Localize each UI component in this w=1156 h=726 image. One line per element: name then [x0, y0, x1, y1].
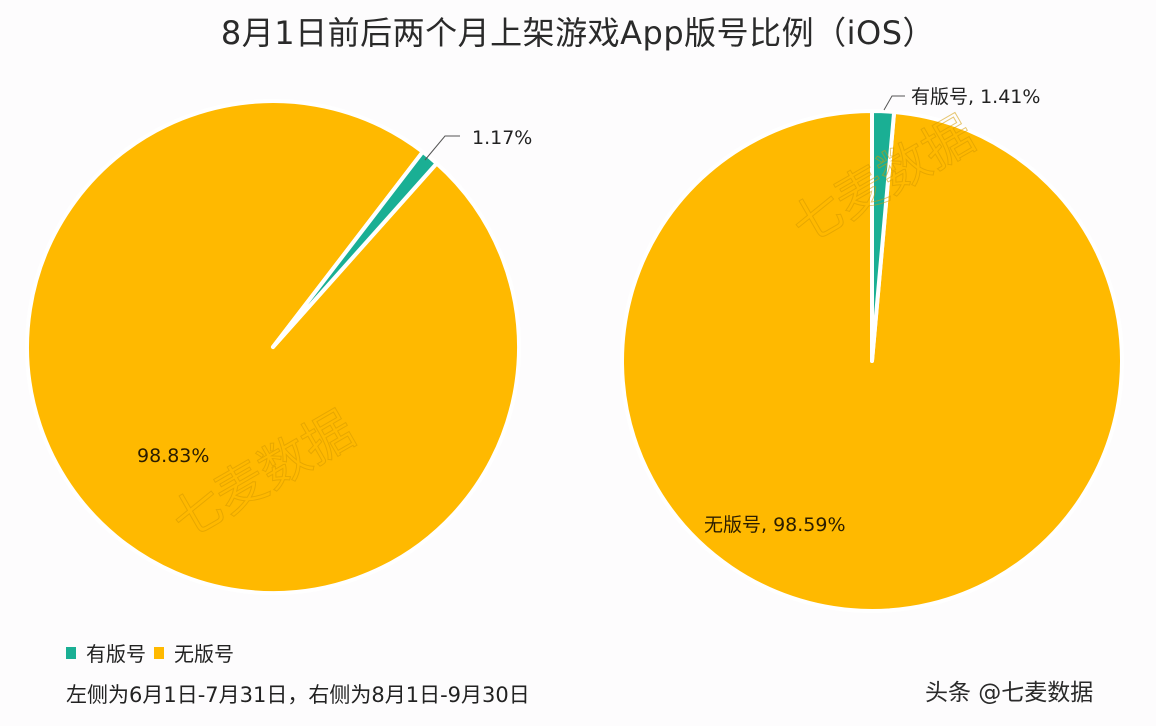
date-range-note: 左侧为6月1日-7月31日，右侧为8月1日-9月30日	[66, 683, 530, 707]
right-unlicensed-label: 无版号, 98.59%	[704, 514, 846, 536]
legend-label-unlicensed: 无版号	[174, 642, 234, 666]
legend-swatch-unlicensed	[154, 646, 164, 659]
left-unlicensed-label: 98.83%	[137, 445, 209, 467]
right-pie: 有版号, 1.41% 无版号, 98.59% 七麦数据	[620, 86, 1124, 613]
left-pie: 1.17% 98.83% 七麦数据	[25, 99, 532, 595]
source-credit: 头条 @七麦数据	[925, 680, 1094, 706]
left-licensed-label: 1.17%	[472, 127, 532, 149]
left-leader-line	[424, 135, 460, 161]
chart-title: 8月1日前后两个月上架游戏App版号比例（iOS）	[220, 14, 936, 52]
legend: 有版号 无版号	[66, 638, 242, 667]
legend-item-licensed[interactable]: 有版号	[66, 638, 146, 667]
right-slice-licensed[interactable]	[870, 109, 897, 363]
right-licensed-label: 有版号, 1.41%	[911, 86, 1040, 108]
right-leader-line	[883, 95, 905, 111]
legend-label-licensed: 有版号	[86, 642, 146, 666]
legend-swatch-licensed	[66, 646, 76, 659]
left-slice-licensed[interactable]	[271, 149, 439, 349]
legend-item-unlicensed[interactable]: 无版号	[154, 638, 234, 667]
